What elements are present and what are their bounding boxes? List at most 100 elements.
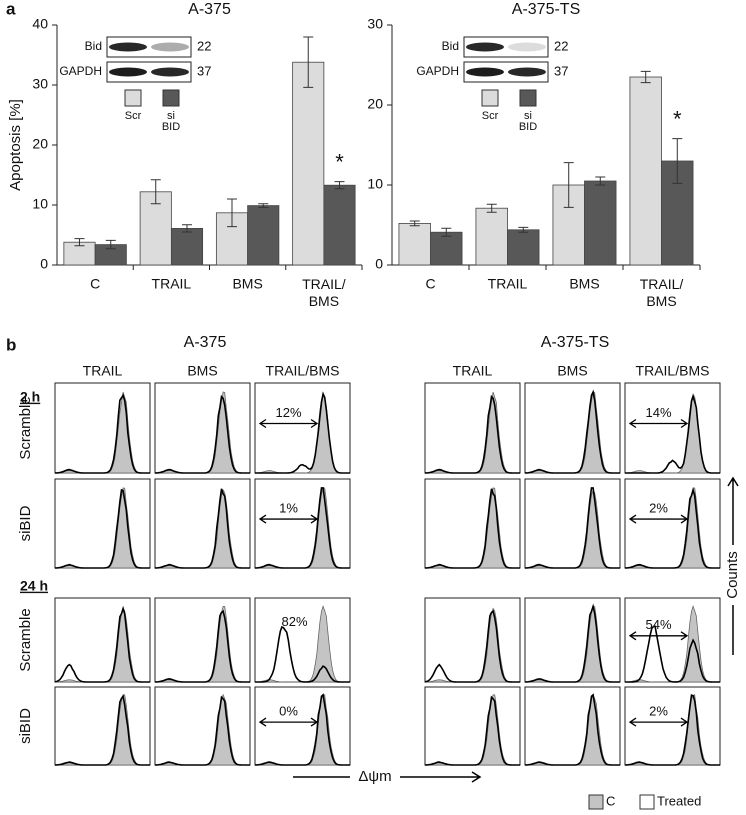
- histogram-frame: [424, 478, 521, 569]
- error-bar: [303, 36, 314, 88]
- row-label: siBID: [17, 505, 34, 541]
- histogram-frame: [154, 382, 251, 474]
- error-bar: [258, 203, 269, 208]
- error-bar: [441, 227, 452, 237]
- row-label: siBID: [17, 708, 34, 744]
- x-tick-label: TRAIL: [488, 276, 528, 292]
- legend-swatch: [124, 89, 142, 107]
- legend-swatch: [519, 89, 537, 107]
- blot-label: Bid: [85, 39, 102, 53]
- histogram-frame: [524, 597, 621, 683]
- y-tick-label: 0: [375, 256, 383, 272]
- significance-marker: *: [673, 106, 682, 131]
- row-label: Scramble: [17, 608, 34, 671]
- blot-band: [151, 42, 189, 52]
- chart-title: A-375: [188, 1, 231, 18]
- histogram-frame: [424, 686, 521, 766]
- y-axis-label: Apoptosis [%]: [7, 99, 24, 191]
- x-axis-arrow: [293, 771, 482, 783]
- histogram-frame: [54, 686, 151, 766]
- histogram-frame: [624, 597, 721, 683]
- y-axis-arrow: [727, 476, 739, 655]
- bar: [430, 231, 463, 266]
- x-tick-label: TRAIL/BMS: [640, 276, 684, 309]
- histogram-frame: [254, 597, 351, 683]
- time-label: 2 h: [20, 389, 40, 405]
- blot-kda: 22: [554, 38, 568, 53]
- histogram-frame: [254, 382, 351, 474]
- legend-label: si BID: [519, 110, 537, 133]
- treated-histogram: [255, 391, 350, 474]
- column-header: TRAIL/BMS: [636, 363, 710, 379]
- histogram-frame: [624, 686, 721, 766]
- bar: [323, 184, 356, 266]
- percent-label: 2%: [649, 704, 668, 719]
- y-tick-label: 20: [32, 136, 48, 152]
- group-title: A-375-TS: [541, 334, 609, 351]
- error-bar: [334, 181, 345, 190]
- x-tick-label: C: [90, 276, 100, 292]
- histogram-frame: [254, 478, 351, 569]
- treated-histogram: [254, 487, 350, 569]
- treated-histogram: [524, 487, 620, 569]
- error-bar: [563, 162, 574, 208]
- treated-histogram: [524, 693, 620, 766]
- percent-label: 12%: [275, 405, 301, 420]
- histogram-frame: [524, 478, 621, 569]
- treated-histogram: [154, 394, 250, 474]
- range-arrow: [628, 514, 689, 524]
- error-bar: [182, 224, 193, 233]
- column-header: TRAIL: [83, 363, 123, 379]
- y-tick-label: 0: [40, 256, 48, 272]
- y-tick-label: 30: [367, 16, 383, 32]
- treated-histogram: [524, 603, 620, 683]
- legend-swatch: [162, 89, 180, 107]
- blot-label: GAPDH: [59, 64, 102, 78]
- histogram-frame: [154, 478, 251, 569]
- error-bar: [640, 70, 651, 84]
- treated-histogram: [524, 389, 620, 474]
- treated-histogram: [54, 694, 150, 766]
- y-tick-label: 30: [32, 76, 48, 92]
- treated-histogram: [154, 488, 250, 569]
- percent-label: 1%: [279, 500, 298, 515]
- legend-swatch: [588, 794, 604, 810]
- percent-label: 54%: [645, 617, 671, 632]
- histogram-frame: [54, 478, 151, 569]
- treated-histogram: [624, 694, 720, 766]
- blot-frame: [463, 61, 549, 83]
- error-bar: [486, 203, 497, 213]
- bar: [629, 76, 662, 266]
- legend-swatch: [481, 89, 499, 107]
- treated-histogram: [54, 605, 150, 683]
- treated-histogram: [624, 487, 720, 569]
- y-tick-label: 10: [367, 176, 383, 192]
- error-bar: [74, 238, 85, 247]
- range-arrow: [258, 717, 319, 727]
- legend-label: si BID: [162, 110, 180, 133]
- range-arrow: [258, 514, 319, 524]
- y-tick-label: 10: [32, 196, 48, 212]
- blot-kda: 22: [197, 38, 211, 53]
- time-label: 24 h: [20, 578, 48, 594]
- bar: [507, 229, 540, 266]
- bar: [584, 180, 617, 266]
- percent-label: 2%: [649, 500, 668, 515]
- range-arrow: [628, 631, 689, 641]
- column-header: TRAIL/BMS: [266, 363, 340, 379]
- blot-frame: [463, 36, 549, 58]
- error-bar: [226, 198, 237, 228]
- y-tick-label: 20: [367, 96, 383, 112]
- treated-histogram: [424, 609, 520, 683]
- treated-histogram: [424, 695, 520, 766]
- histogram-frame: [424, 382, 521, 474]
- histogram-frame: [154, 686, 251, 766]
- error-bar: [518, 226, 529, 233]
- x-tick-label: BMS: [232, 276, 262, 292]
- x-tick-label: C: [425, 276, 435, 292]
- blot-frame: [106, 61, 192, 83]
- blot-band: [466, 67, 504, 77]
- column-header: TRAIL: [453, 363, 493, 379]
- percent-label: 14%: [645, 405, 671, 420]
